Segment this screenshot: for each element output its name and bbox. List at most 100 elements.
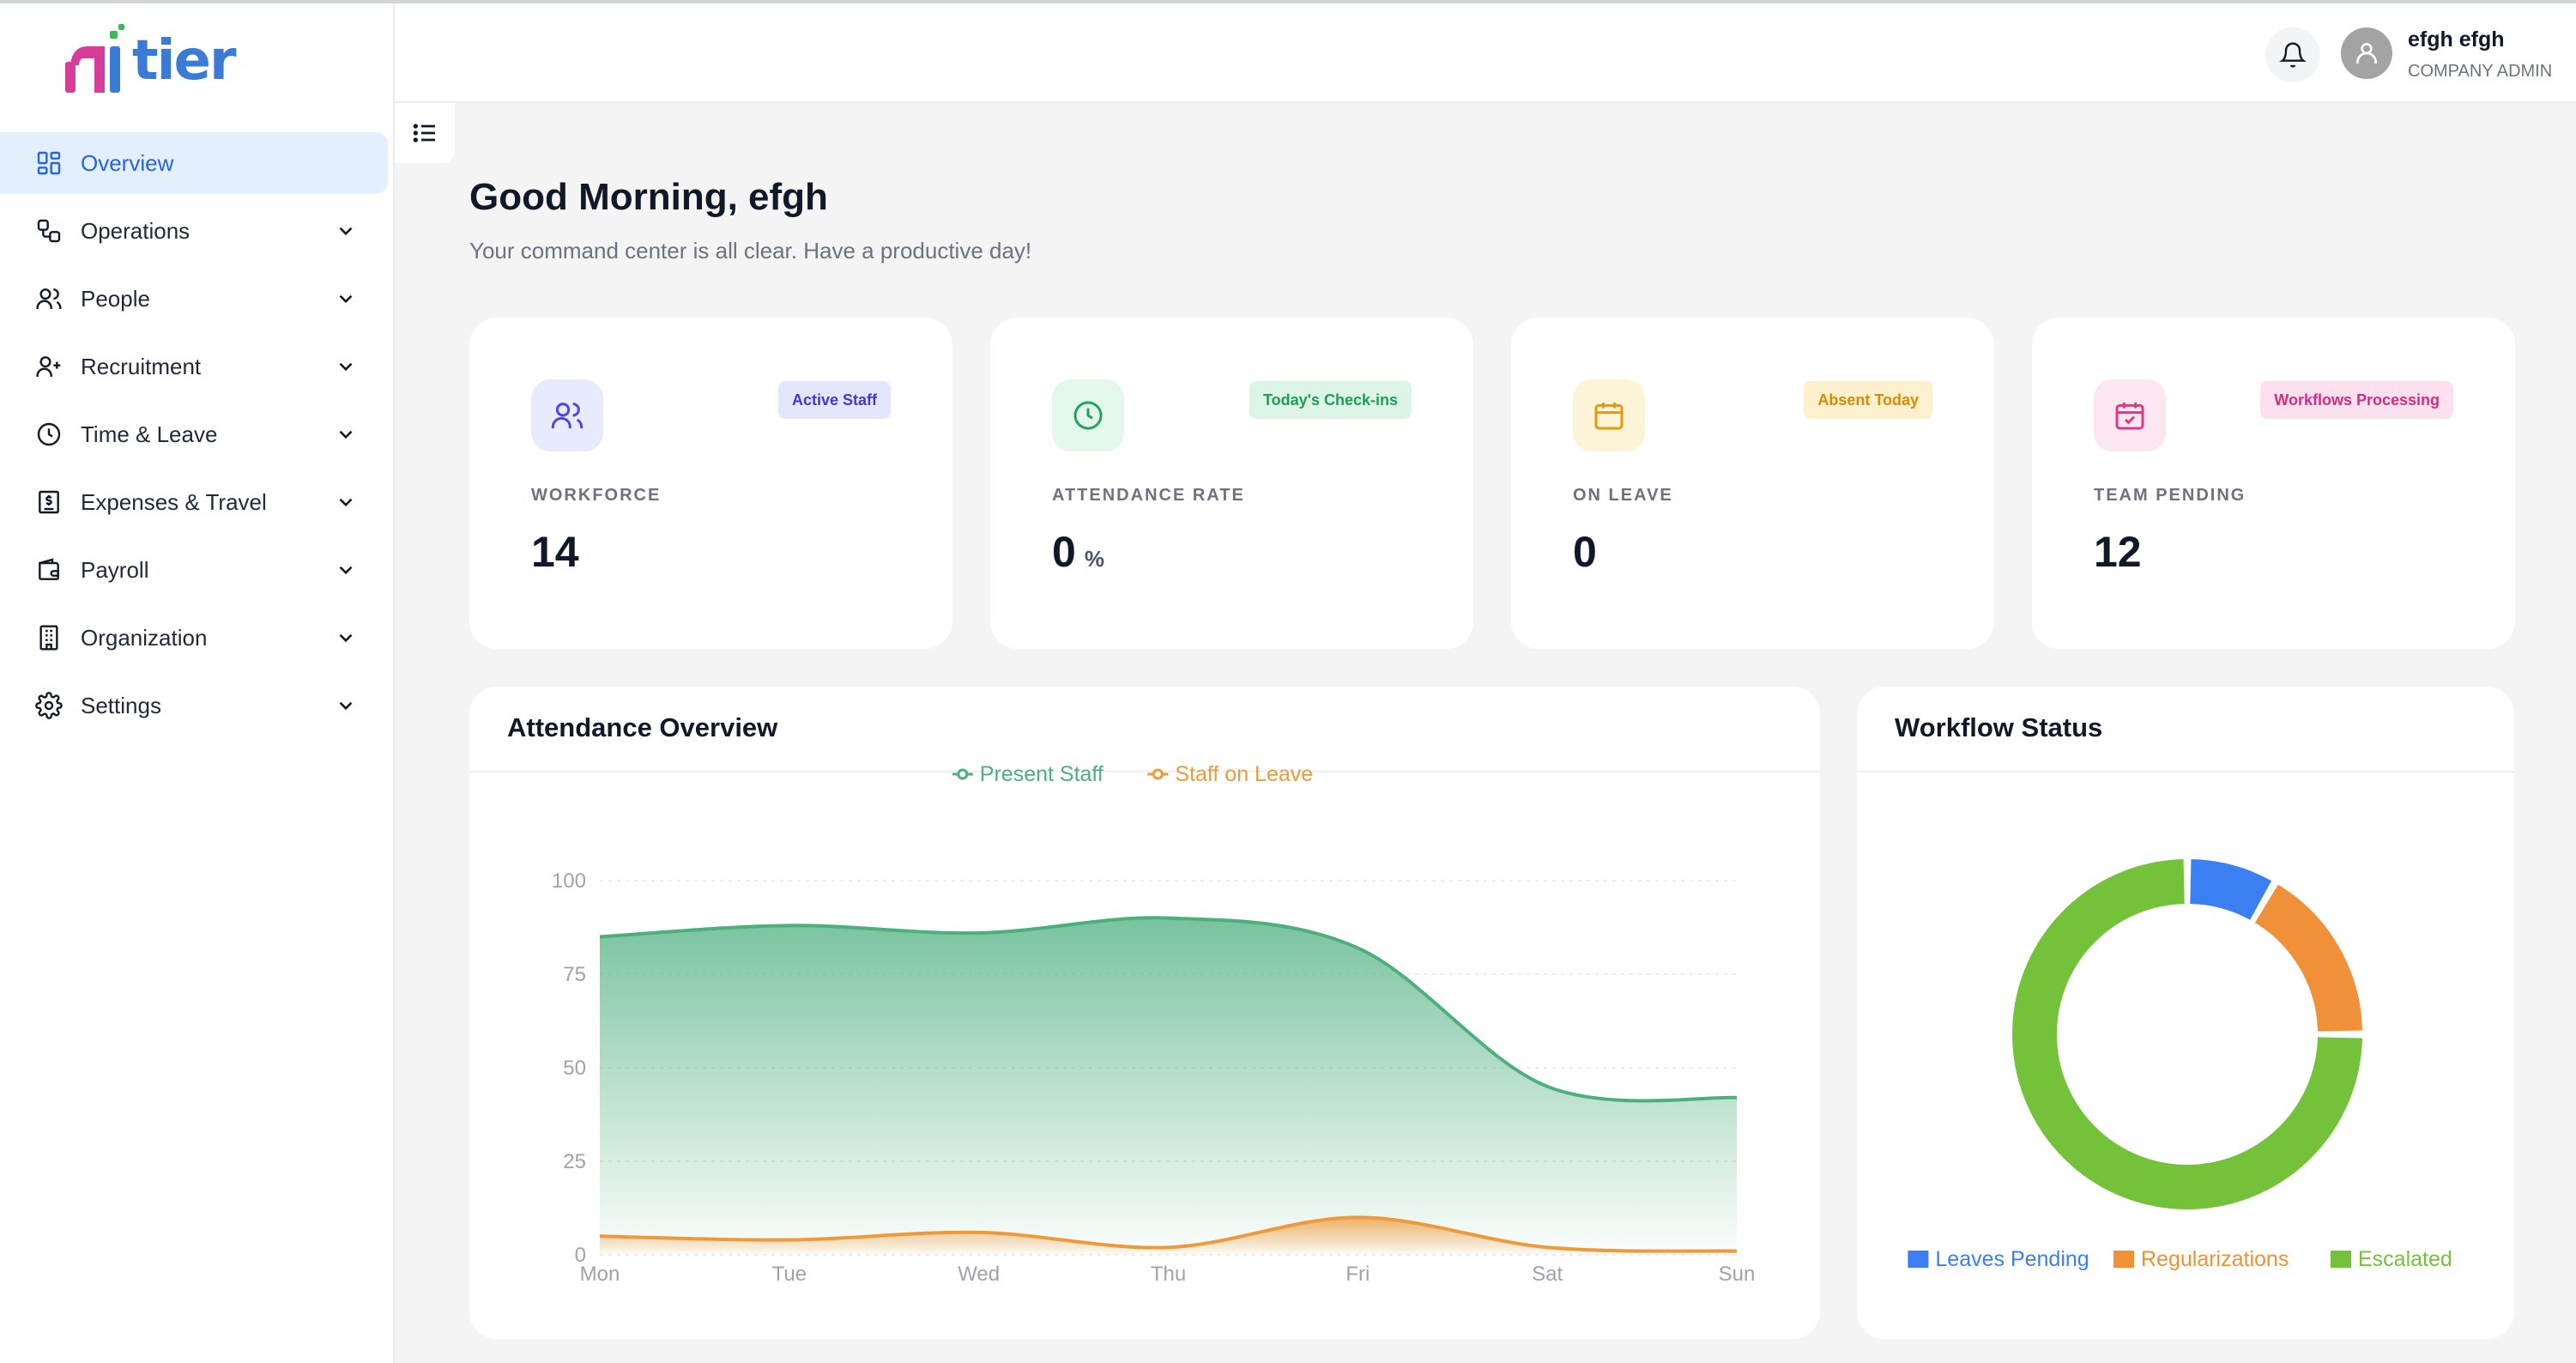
- chevron-down-icon[interactable]: [335, 627, 357, 649]
- sidebar-item-recruitment[interactable]: Recruitment: [0, 336, 388, 397]
- sidebar-item-people[interactable]: People: [0, 268, 388, 330]
- gear-icon: [34, 691, 63, 720]
- x-tick-label: Thu: [1151, 1263, 1186, 1286]
- logo-mark-icon: [65, 24, 124, 93]
- stat-label: WORKFORCE: [531, 486, 662, 505]
- chevron-down-icon[interactable]: [335, 220, 357, 242]
- people-icon: [34, 284, 63, 313]
- y-tick-label: 0: [575, 1244, 586, 1267]
- x-tick-label: Wed: [958, 1263, 1000, 1286]
- sidebar-toggle-button[interactable]: [395, 103, 455, 163]
- stat-unit: %: [1084, 546, 1104, 572]
- sidebar-item-label: Settings: [81, 692, 161, 718]
- attendance-area-chart: 0 25 50 75 100 Mon Tue Wed Thu Fri Sat Sun Present S…: [552, 762, 1756, 1286]
- status-badge: Workflows Processing: [2260, 381, 2453, 419]
- operations-icon: [34, 216, 63, 245]
- sidebar-item-overview[interactable]: Overview: [0, 132, 388, 194]
- attendance-overview-panel: Attendance Overview 0 25 50 75 100 Mon Tue Wed T…: [469, 687, 1820, 1339]
- stat-value: 14: [531, 527, 579, 577]
- workflow-status-panel: Workflow Status Leaves Pending Regulariza…: [1857, 687, 2514, 1339]
- y-tick-label: 50: [563, 1057, 586, 1080]
- sidebar-item-time-leave[interactable]: Time & Leave: [0, 403, 388, 465]
- legend-item[interactable]: Regularizations: [2113, 1247, 2289, 1271]
- user-name[interactable]: efgh efgh: [2408, 27, 2505, 51]
- chevron-down-icon[interactable]: [335, 491, 357, 513]
- wallet-icon: [34, 555, 63, 585]
- series-line-staff-on-leave[interactable]: [599, 1215, 1738, 1253]
- stat-value: 12: [2094, 527, 2142, 577]
- sidebar-item-settings[interactable]: Settings: [0, 675, 388, 736]
- y-tick-label: 75: [563, 963, 586, 986]
- legend-label: Escalated: [2358, 1247, 2452, 1271]
- legend-label: Present Staff: [980, 762, 1104, 786]
- stat-label: ATTENDANCE RATE: [1052, 486, 1245, 505]
- receipt-icon: [34, 488, 63, 517]
- clock-icon: [34, 420, 63, 449]
- stat-icon-box: [2094, 379, 2166, 451]
- series-area-present-staff: [600, 918, 1737, 1255]
- x-tick-label: Tue: [772, 1263, 807, 1286]
- legend-item[interactable]: Leaves Pending: [1908, 1247, 2089, 1271]
- grid-icon: [34, 148, 63, 178]
- user-plus-icon: [34, 352, 63, 381]
- stat-card-on-leave[interactable]: Absent Today ON LEAVE 0: [1511, 318, 1994, 649]
- calendar-check-icon: [2115, 403, 2144, 430]
- user-icon: [2356, 43, 2377, 64]
- donut-slice-leaves-pending[interactable]: [2189, 859, 2272, 921]
- avatar[interactable]: [2341, 27, 2392, 79]
- page-subtitle: Your command center is all clear. Have a…: [469, 238, 1032, 264]
- sidebar-item-label: Expenses & Travel: [81, 488, 267, 515]
- sidebar-nav: Overview Operations People Recruitment: [0, 132, 395, 742]
- sidebar-item-label: Operations: [81, 217, 190, 244]
- donut-slice-escalated[interactable]: [2012, 859, 2362, 1209]
- legend-item[interactable]: Staff on Leave: [1147, 762, 1313, 786]
- stat-card-attendance-rate[interactable]: Today's Check-ins ATTENDANCE RATE 0%: [990, 318, 1473, 649]
- sidebar-item-organization[interactable]: Organization: [0, 607, 388, 669]
- sidebar-item-label: Payroll: [81, 556, 149, 583]
- stat-number: 12: [2094, 528, 2142, 576]
- sidebar-item-expenses-travel[interactable]: Expenses & Travel: [0, 471, 388, 533]
- clock-icon: [1073, 401, 1103, 430]
- x-tick-label: Sat: [1532, 1263, 1563, 1286]
- legend-label: Regularizations: [2141, 1247, 2289, 1271]
- sidebar-item-label: Overview: [81, 149, 174, 176]
- stat-icon-box: [1573, 379, 1645, 451]
- list-icon: [413, 124, 435, 142]
- status-badge: Absent Today: [1804, 381, 1932, 419]
- panel-title: Attendance Overview: [507, 712, 778, 742]
- donut-slice-regularizations[interactable]: [2254, 884, 2362, 1033]
- y-tick-label: 25: [563, 1150, 586, 1173]
- user-role: COMPANY ADMIN: [2408, 62, 2553, 81]
- stat-value: 0%: [1052, 527, 1104, 577]
- legend-item[interactable]: Present Staff: [952, 762, 1104, 786]
- chevron-down-icon[interactable]: [335, 423, 357, 445]
- chevron-down-icon[interactable]: [335, 559, 357, 581]
- stat-number: 0: [1052, 528, 1076, 576]
- chevron-down-icon[interactable]: [335, 355, 357, 378]
- bell-icon: [2279, 42, 2307, 68]
- x-tick-label: Sun: [1719, 1263, 1756, 1286]
- sidebar-item-label: Organization: [81, 624, 208, 651]
- brand-logo[interactable]: tier: [60, 21, 236, 98]
- series-line-present-staff[interactable]: [599, 916, 1738, 1103]
- legend-item[interactable]: Escalated: [2331, 1247, 2452, 1271]
- chevron-down-icon[interactable]: [335, 694, 357, 717]
- stat-label: ON LEAVE: [1573, 486, 1673, 505]
- calendar-icon: [1594, 403, 1624, 430]
- divider: [1857, 771, 2514, 772]
- chevron-down-icon[interactable]: [335, 288, 357, 310]
- sidebar-item-operations[interactable]: Operations: [0, 200, 388, 262]
- stat-label: TEAM PENDING: [2094, 486, 2246, 505]
- panel-title: Workflow Status: [1895, 712, 2103, 742]
- divider: [469, 771, 1820, 772]
- stat-card-workforce[interactable]: Active Staff WORKFORCE 14: [469, 318, 952, 649]
- window-top-border: [0, 0, 2576, 3]
- legend-label: Staff on Leave: [1175, 762, 1313, 786]
- sidebar-item-payroll[interactable]: Payroll: [0, 539, 388, 601]
- legend-label: Leaves Pending: [1935, 1247, 2089, 1271]
- stat-card-team-pending[interactable]: Workflows Processing TEAM PENDING 12: [2032, 318, 2515, 649]
- x-tick-label: Mon: [580, 1263, 620, 1286]
- sidebar: tier Overview Operations People: [0, 3, 395, 1363]
- sidebar-item-label: Recruitment: [81, 353, 202, 379]
- notifications-button[interactable]: [2265, 27, 2320, 82]
